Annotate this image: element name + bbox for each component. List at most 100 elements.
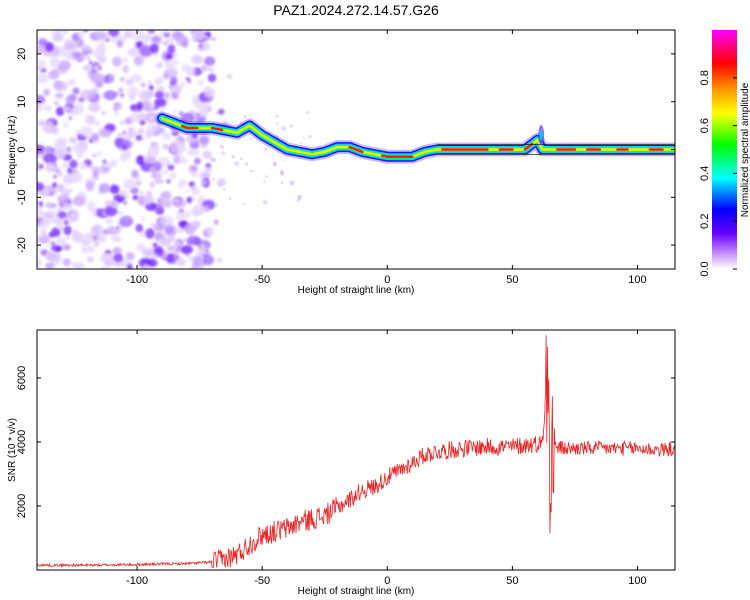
noise-blob bbox=[217, 257, 222, 263]
noise-blob bbox=[171, 52, 177, 59]
noise-blob bbox=[37, 257, 42, 268]
noise-blob bbox=[200, 64, 208, 72]
noise-blob bbox=[65, 146, 72, 153]
noise-blob bbox=[137, 127, 145, 135]
noise-blob bbox=[55, 92, 64, 99]
noise-blob bbox=[127, 86, 140, 98]
noise-blob bbox=[67, 167, 73, 174]
noise-region bbox=[37, 30, 312, 269]
noise-blob bbox=[56, 143, 65, 150]
noise-blob bbox=[131, 30, 145, 41]
noise-blob bbox=[49, 191, 53, 196]
noise-blob bbox=[155, 132, 159, 137]
noise-blob bbox=[123, 179, 138, 190]
noise-blob bbox=[97, 151, 103, 157]
noise-blob bbox=[208, 67, 214, 73]
noise-blob bbox=[227, 74, 232, 79]
noise-blob bbox=[156, 62, 164, 69]
noise-blob bbox=[140, 82, 146, 88]
colorbar-tick-label: 0.2 bbox=[699, 214, 711, 229]
noise-blob bbox=[167, 245, 175, 252]
snr-panel: -100 -50 0 50 100 2000 4000 6000 Height of str… bbox=[7, 329, 676, 597]
noise-blob bbox=[139, 90, 152, 101]
snr-y-tick-label: 4000 bbox=[16, 430, 28, 454]
noise-blob bbox=[96, 44, 107, 53]
noise-blob bbox=[80, 89, 95, 100]
noise-blob bbox=[93, 65, 100, 72]
noise-dot bbox=[280, 181, 284, 185]
noise-blob bbox=[102, 159, 107, 164]
noise-blob bbox=[37, 245, 41, 252]
noise-blob bbox=[122, 130, 127, 135]
noise-blob bbox=[37, 59, 46, 70]
noise-blob bbox=[182, 237, 187, 242]
noise-blob bbox=[164, 92, 170, 98]
noise-blob bbox=[116, 139, 132, 151]
noise-blob bbox=[186, 196, 192, 204]
noise-blob bbox=[179, 111, 183, 115]
noise-blob bbox=[54, 148, 67, 160]
noise-blob bbox=[37, 47, 41, 51]
noise-blob bbox=[117, 87, 124, 94]
noise-blob bbox=[154, 76, 164, 86]
noise-blob bbox=[169, 172, 177, 180]
spectrogram-y-tick-label: -10 bbox=[16, 189, 28, 205]
noise-dot bbox=[243, 114, 247, 119]
noise-blob bbox=[130, 73, 143, 83]
noise-dot bbox=[239, 157, 243, 161]
noise-blob bbox=[186, 148, 197, 157]
noise-blob bbox=[82, 49, 90, 56]
noise-blob bbox=[198, 136, 210, 145]
noise-blob bbox=[113, 247, 121, 255]
noise-blob bbox=[198, 79, 204, 86]
noise-blob bbox=[205, 163, 212, 168]
noise-blob bbox=[126, 49, 136, 57]
noise-blob bbox=[217, 108, 225, 115]
noise-blob bbox=[42, 152, 58, 164]
noise-blob bbox=[159, 180, 165, 184]
noise-dot bbox=[275, 114, 279, 118]
noise-blob bbox=[91, 133, 100, 142]
noise-blob bbox=[61, 162, 69, 169]
noise-blob bbox=[63, 225, 72, 236]
noise-blob bbox=[173, 239, 183, 247]
noise-blob bbox=[144, 155, 149, 159]
spectrogram-y-tick-label: 0 bbox=[16, 146, 28, 152]
noise-blob bbox=[199, 116, 205, 121]
noise-blob bbox=[175, 32, 179, 36]
noise-blob bbox=[140, 100, 152, 111]
noise-blob bbox=[147, 258, 158, 268]
noise-blob bbox=[120, 120, 125, 125]
noise-blob bbox=[154, 54, 159, 58]
noise-blob bbox=[165, 59, 175, 70]
spectrogram-x-tick-label: -50 bbox=[254, 274, 270, 286]
noise-blob bbox=[57, 211, 68, 219]
noise-blob bbox=[113, 101, 122, 110]
noise-dot bbox=[289, 124, 294, 128]
trail-blob bbox=[290, 180, 295, 186]
noise-blob bbox=[154, 91, 164, 99]
snr-x-tick-label: 50 bbox=[506, 575, 518, 587]
noise-blob bbox=[93, 172, 98, 177]
noise-dot bbox=[306, 111, 310, 115]
noise-blob bbox=[91, 87, 99, 96]
noise-blob bbox=[159, 106, 166, 111]
noise-blob bbox=[44, 145, 53, 155]
noise-blob bbox=[188, 165, 198, 174]
noise-blob bbox=[109, 185, 120, 195]
noise-blob bbox=[116, 40, 123, 48]
noise-blob bbox=[68, 116, 72, 121]
noise-blob bbox=[192, 222, 198, 226]
noise-blob bbox=[55, 106, 65, 117]
noise-blob bbox=[135, 223, 143, 233]
noise-blob bbox=[148, 84, 154, 91]
noise-blob bbox=[187, 235, 200, 245]
noise-blob bbox=[139, 45, 153, 57]
noise-blob bbox=[48, 69, 60, 80]
noise-blob bbox=[45, 202, 51, 209]
colorbar-tick-label: 0.6 bbox=[699, 118, 711, 133]
colorbar-gradient bbox=[712, 30, 737, 269]
noise-blob bbox=[159, 236, 172, 247]
noise-blob bbox=[45, 120, 54, 127]
noise-blob bbox=[141, 137, 145, 141]
